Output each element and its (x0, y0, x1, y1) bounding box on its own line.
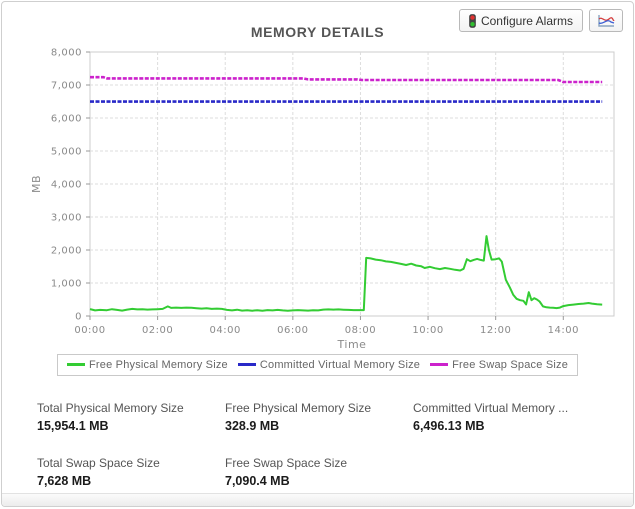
chart-area: 0 1,000 2,000 3,000 4,000 5,000 6,000 7,000 8,00… (2, 42, 633, 357)
stat-label: Total Physical Memory Size (37, 401, 184, 415)
stat-value: 15,954.1 MB (37, 419, 109, 433)
stat-value: 7,090.4 MB (225, 474, 290, 488)
legend-item[interactable]: Free Swap Space Size (430, 359, 568, 371)
y-tick-label: 2,000 (51, 246, 82, 257)
series-line-free-physical-memory-size (89, 235, 603, 312)
page-title: MEMORY DETAILS (250, 24, 385, 40)
stat-value: 6,496.13 MB (413, 419, 485, 433)
stat-committed-virtual-memory: Committed Virtual Memory ... 6,496.13 MB (413, 401, 601, 433)
y-tick-label: 6,000 (51, 114, 82, 125)
stats-row: Total Swap Space Size 7,628 MB Free Swap… (37, 456, 617, 488)
chart-options-button[interactable] (589, 9, 623, 32)
y-tick-label: 1,000 (51, 279, 82, 290)
legend-item[interactable]: Free Physical Memory Size (66, 358, 228, 371)
chart-legend: Free Physical Memory Size Committed Virtu… (2, 353, 633, 376)
stat-value: 328.9 MB (225, 419, 280, 433)
panel-footer-bar (2, 493, 633, 506)
stat-free-physical-memory: Free Physical Memory Size 328.9 MB (225, 401, 413, 433)
stat-label: Committed Virtual Memory ... (413, 401, 569, 415)
legend-label: Committed Virtual Memory Size (259, 358, 421, 371)
y-tick-label: 8,000 (51, 48, 82, 59)
x-tick-label: 10:00 (412, 325, 443, 336)
y-tick-label: 0 (75, 312, 82, 323)
y-axis-title: MB (30, 175, 43, 193)
x-tick-label: 08:00 (345, 325, 376, 336)
x-tick-label: 14:00 (548, 325, 579, 336)
configure-alarms-button[interactable]: Configure Alarms (458, 9, 583, 32)
legend-swatch-icon (66, 363, 85, 366)
traffic-light-icon (469, 13, 476, 28)
stat-label: Free Swap Space Size (225, 456, 348, 470)
stat-total-swap-space: Total Swap Space Size 7,628 MB (37, 456, 225, 488)
stat-free-swap-space: Free Swap Space Size 7,090.4 MB (225, 456, 413, 488)
line-chart-icon (597, 14, 615, 27)
x-tick-label: 04:00 (210, 325, 241, 336)
stats-row: Total Physical Memory Size 15,954.1 MB F… (37, 401, 617, 433)
y-tick-label: 7,000 (51, 81, 82, 92)
stat-label: Total Swap Space Size (37, 456, 160, 470)
stat-value: 7,628 MB (37, 474, 92, 488)
legend-label: Free Physical Memory Size (88, 358, 228, 371)
x-tick-label: 00:00 (74, 325, 105, 336)
stat-total-physical-memory: Total Physical Memory Size 15,954.1 MB (37, 401, 225, 433)
memory-stats: Total Physical Memory Size 15,954.1 MB F… (37, 401, 617, 506)
x-axis-title: Time (337, 338, 367, 351)
x-tick-label: 02:00 (142, 325, 173, 336)
chart-toolbar: Configure Alarms (458, 9, 623, 32)
x-tick-label: 06:00 (277, 325, 308, 336)
legend-box: Free Physical Memory Size Committed Virtu… (56, 353, 579, 376)
y-tick-label: 4,000 (51, 180, 82, 191)
series-line-free-swap-space-size (90, 75, 603, 84)
stat-label: Free Physical Memory Size (225, 401, 372, 415)
legend-item[interactable]: Committed Virtual Memory Size (237, 358, 421, 371)
legend-swatch-icon (430, 363, 449, 366)
configure-alarms-label: Configure Alarms (480, 13, 573, 28)
memory-usage-chart: 0 1,000 2,000 3,000 4,000 5,000 6,000 7,000 8,00… (30, 48, 615, 351)
legend-swatch-icon (237, 363, 256, 366)
legend-label: Free Swap Space Size (452, 358, 569, 371)
y-tick-label: 5,000 (51, 147, 82, 158)
y-tick-label: 3,000 (51, 213, 82, 224)
x-tick-label: 12:00 (480, 325, 511, 336)
